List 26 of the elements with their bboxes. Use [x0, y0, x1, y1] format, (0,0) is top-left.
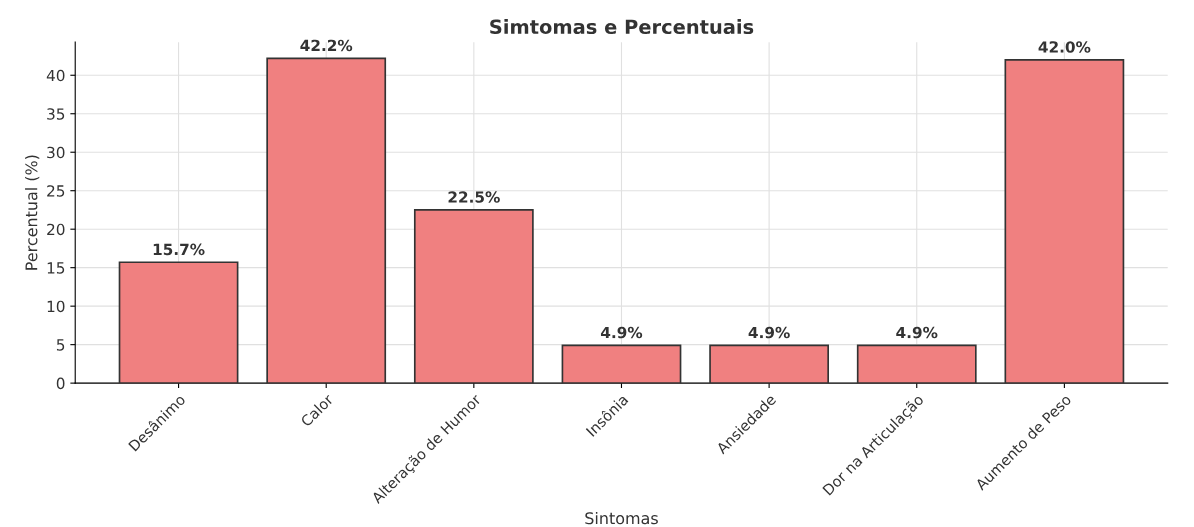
y-axis-title: Percentual (%) [25, 155, 40, 270]
y-tick-label: 30 [47, 146, 65, 159]
y-tick-label: 15 [47, 262, 65, 274]
y-tick-label: 20 [47, 223, 65, 236]
data-label: 15.7% [153, 243, 205, 256]
y-tick-label: 40 [46, 69, 65, 82]
x-axis-title: Sintomas [585, 511, 658, 525]
y-tick-label: 25 [47, 185, 65, 197]
y-tick-label: 5 [56, 339, 65, 351]
data-label: 4.9% [896, 326, 938, 339]
data-label: 42.2% [300, 39, 353, 52]
data-label: 22.5% [448, 191, 500, 203]
bar [856, 344, 977, 384]
bar [413, 209, 534, 384]
bar [1004, 59, 1125, 384]
bar [561, 344, 682, 384]
bar [266, 57, 387, 384]
data-label: 4.9% [600, 326, 643, 339]
y-tick-label: 10 [47, 300, 65, 313]
data-label: 4.9% [748, 326, 790, 339]
bar [709, 344, 830, 384]
data-label: 42.0% [1038, 41, 1091, 53]
y-tick-label: 0 [56, 377, 65, 390]
y-tick-label: 35 [47, 108, 65, 120]
bar [118, 261, 239, 384]
chart-title: Simtomas e Percentuais [490, 19, 754, 35]
